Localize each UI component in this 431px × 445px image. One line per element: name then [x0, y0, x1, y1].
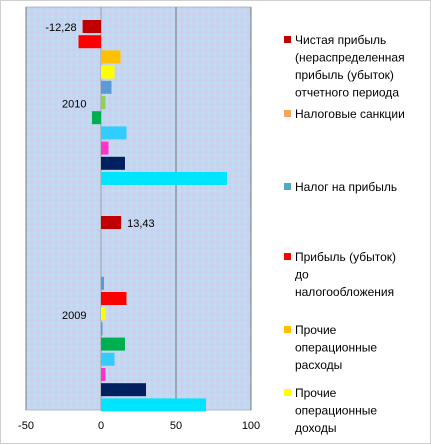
- legend-label: Прочие: [295, 323, 337, 337]
- bar: [101, 352, 115, 366]
- category-labels: 2010 2009: [62, 99, 86, 322]
- bar: [82, 20, 101, 33]
- bar: [101, 65, 115, 79]
- legend-label: операционные: [295, 404, 377, 418]
- bar: [101, 307, 106, 321]
- bar: [101, 292, 127, 305]
- bar: [92, 111, 101, 125]
- bar: [101, 276, 104, 290]
- legend-label: операционные: [295, 341, 377, 355]
- legend-swatch: [284, 110, 291, 117]
- legend-label: Налоговые санкции: [295, 107, 405, 121]
- category-label: 2009: [62, 310, 86, 322]
- legend-swatch: [284, 253, 291, 260]
- legend-label: Прибыль (убыток): [295, 250, 396, 264]
- legend-swatch: [284, 183, 291, 190]
- bar: [101, 156, 125, 170]
- bar: [101, 216, 122, 229]
- legend-label: расходы: [295, 358, 342, 372]
- bar: [101, 337, 125, 351]
- x-tick-label: 50: [170, 420, 182, 432]
- legend-label: Прочие: [295, 386, 337, 400]
- bar: [101, 322, 103, 336]
- bar: [101, 141, 109, 155]
- legend-swatch: [284, 389, 291, 396]
- data-labels: -12,28 13,43: [45, 22, 154, 230]
- legend-label: Налог на прибыль: [295, 180, 397, 194]
- bar: [101, 126, 127, 140]
- legend-label: налогообложения: [295, 285, 394, 299]
- x-axis-ticks: -50 0 50 100: [18, 420, 260, 432]
- bar: [101, 398, 206, 412]
- x-tick-label: 100: [242, 420, 260, 432]
- bar: [101, 96, 106, 109]
- bar: [101, 368, 106, 381]
- bar: [101, 80, 112, 94]
- legend-swatch: [284, 326, 291, 333]
- category-label: 2010: [62, 99, 86, 111]
- x-tick-label: -50: [18, 420, 34, 432]
- legend-label: Чистая прибыль: [295, 33, 386, 47]
- legend-label: (нераспределенная: [295, 51, 405, 65]
- legend-swatch: [284, 36, 291, 43]
- bar-data-label: 13,43: [127, 218, 155, 230]
- bar: [101, 172, 227, 185]
- bar: [78, 35, 101, 49]
- legend: Чистая прибыль (нераспределенная прибыль (…: [284, 33, 405, 435]
- plot-area: [25, 6, 252, 411]
- x-tick-label: 0: [98, 420, 104, 432]
- legend-label: доходы: [295, 421, 336, 435]
- bar: [101, 50, 121, 64]
- bar-data-label: -12,28: [45, 22, 76, 34]
- legend-label: до: [295, 268, 309, 282]
- legend-label: отчетного периода: [295, 86, 399, 100]
- legend-label: прибыль (убыток): [295, 68, 394, 82]
- bar: [101, 383, 146, 397]
- bar-series: [78, 20, 227, 412]
